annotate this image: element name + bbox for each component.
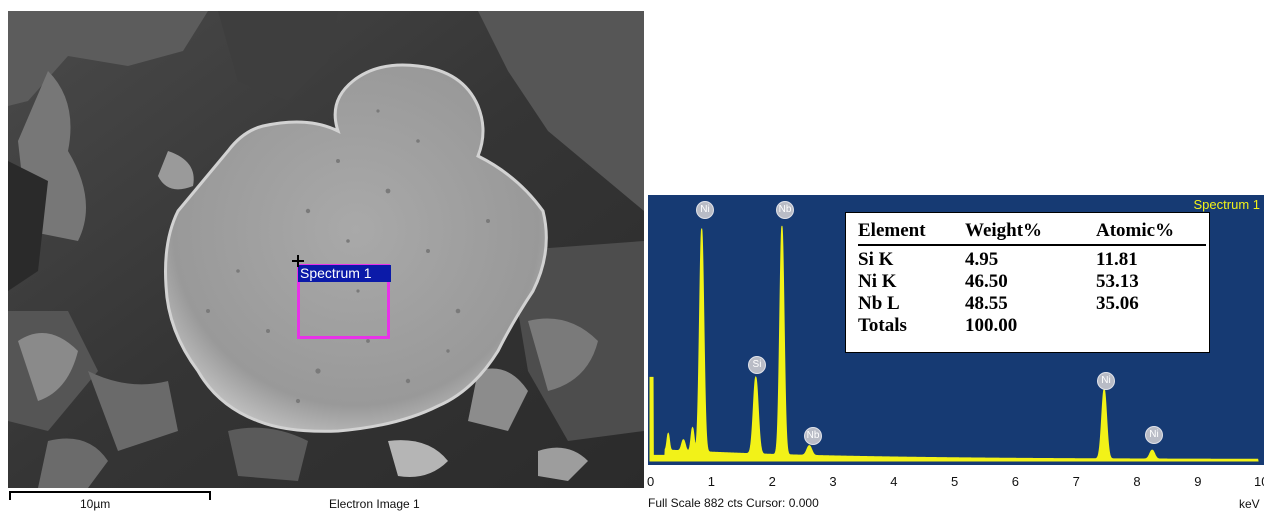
table-cell-atomic — [1096, 315, 1206, 337]
table-header-element: Element — [858, 217, 965, 246]
table-cell-weight: 46.50 — [965, 271, 1008, 292]
table-cell-element: Nb L — [858, 293, 900, 314]
peak-marker-si[interactable]: Si — [748, 356, 766, 374]
spectrum-series-area — [649, 225, 1259, 462]
quantification-table: Element Weight% Atomic% Si K 4.95 11.81 … — [845, 212, 1210, 353]
spectrum-region-label: Spectrum 1 — [298, 265, 391, 282]
spectrum-title: Spectrum 1 — [1193, 197, 1260, 212]
scale-bar-label: 10µm — [80, 497, 111, 511]
x-tick-label: 7 — [1072, 474, 1080, 489]
spectrum-peak-point-nb — [781, 231, 783, 233]
spectrum-peak-point-nb — [808, 450, 810, 452]
x-tick-label: 0 — [647, 474, 655, 489]
peak-marker-nb[interactable]: Nb — [776, 201, 794, 219]
x-tick-label: 9 — [1194, 474, 1202, 489]
table-row: Ni K 46.50 53.13 — [858, 271, 1206, 293]
x-tick-label: 1 — [707, 474, 716, 489]
x-tick-label: 2 — [768, 474, 776, 489]
table-cell-weight: 4.95 — [965, 249, 999, 270]
table-cell-weight: 48.55 — [965, 293, 1008, 314]
table-cell-element: Si K — [858, 249, 894, 270]
x-axis-unit-label: keV — [1239, 497, 1260, 511]
peak-marker-ni-kb[interactable]: Ni — [1097, 372, 1115, 390]
sem-micrograph — [8, 11, 644, 488]
table-cell-element: Totals — [858, 315, 907, 336]
spectrum-peak-point-si — [755, 383, 757, 385]
spectrum-peak-point-ni — [1151, 451, 1153, 453]
table-cell-atomic: 11.81 — [1096, 249, 1138, 270]
spectrum-peak-point-ni — [1103, 390, 1105, 392]
electron-image-label: Electron Image 1 — [329, 497, 420, 511]
scale-bar — [9, 491, 211, 501]
peak-marker-ni[interactable]: Ni — [696, 201, 714, 219]
table-header-row: Element Weight% Atomic% — [858, 217, 1206, 246]
spectrum-footer-status: Full Scale 882 cts Cursor: 0.000 — [648, 496, 819, 510]
table-cell-element: Ni K — [858, 271, 897, 292]
table-row: Nb L 48.55 35.06 — [858, 293, 1206, 315]
x-tick-label: 8 — [1133, 474, 1141, 489]
table-cell-weight: 100.00 — [965, 315, 1018, 336]
spectrum-plot — [649, 225, 1259, 462]
x-tick-label: 4 — [890, 474, 898, 489]
spectrum-peak-point-ni — [701, 237, 703, 239]
table-row-totals: Totals 100.00 — [858, 315, 1206, 337]
x-tick-label: 10 — [1254, 474, 1264, 489]
x-tick-label: 6 — [1011, 474, 1020, 489]
table-cell-atomic: 35.06 — [1096, 293, 1139, 314]
x-tick-label: 5 — [951, 474, 959, 489]
table-header-weight: Weight% — [965, 217, 1096, 246]
x-tick-label: 3 — [829, 474, 837, 489]
table-header-atomic: Atomic% — [1096, 217, 1206, 246]
crosshair-icon — [292, 255, 304, 267]
peak-marker-nb-minor[interactable]: Nb — [804, 427, 822, 445]
table-row: Si K 4.95 11.81 — [858, 249, 1206, 271]
eds-spectrum-panel: Spectrum 1 Ni Nb Si Nb Ni Ni Element Wei… — [648, 195, 1264, 465]
table-cell-atomic: 53.13 — [1096, 271, 1139, 292]
peak-marker-ni-minor[interactable]: Ni — [1145, 426, 1163, 444]
electron-image: Spectrum 1 — [8, 11, 644, 488]
